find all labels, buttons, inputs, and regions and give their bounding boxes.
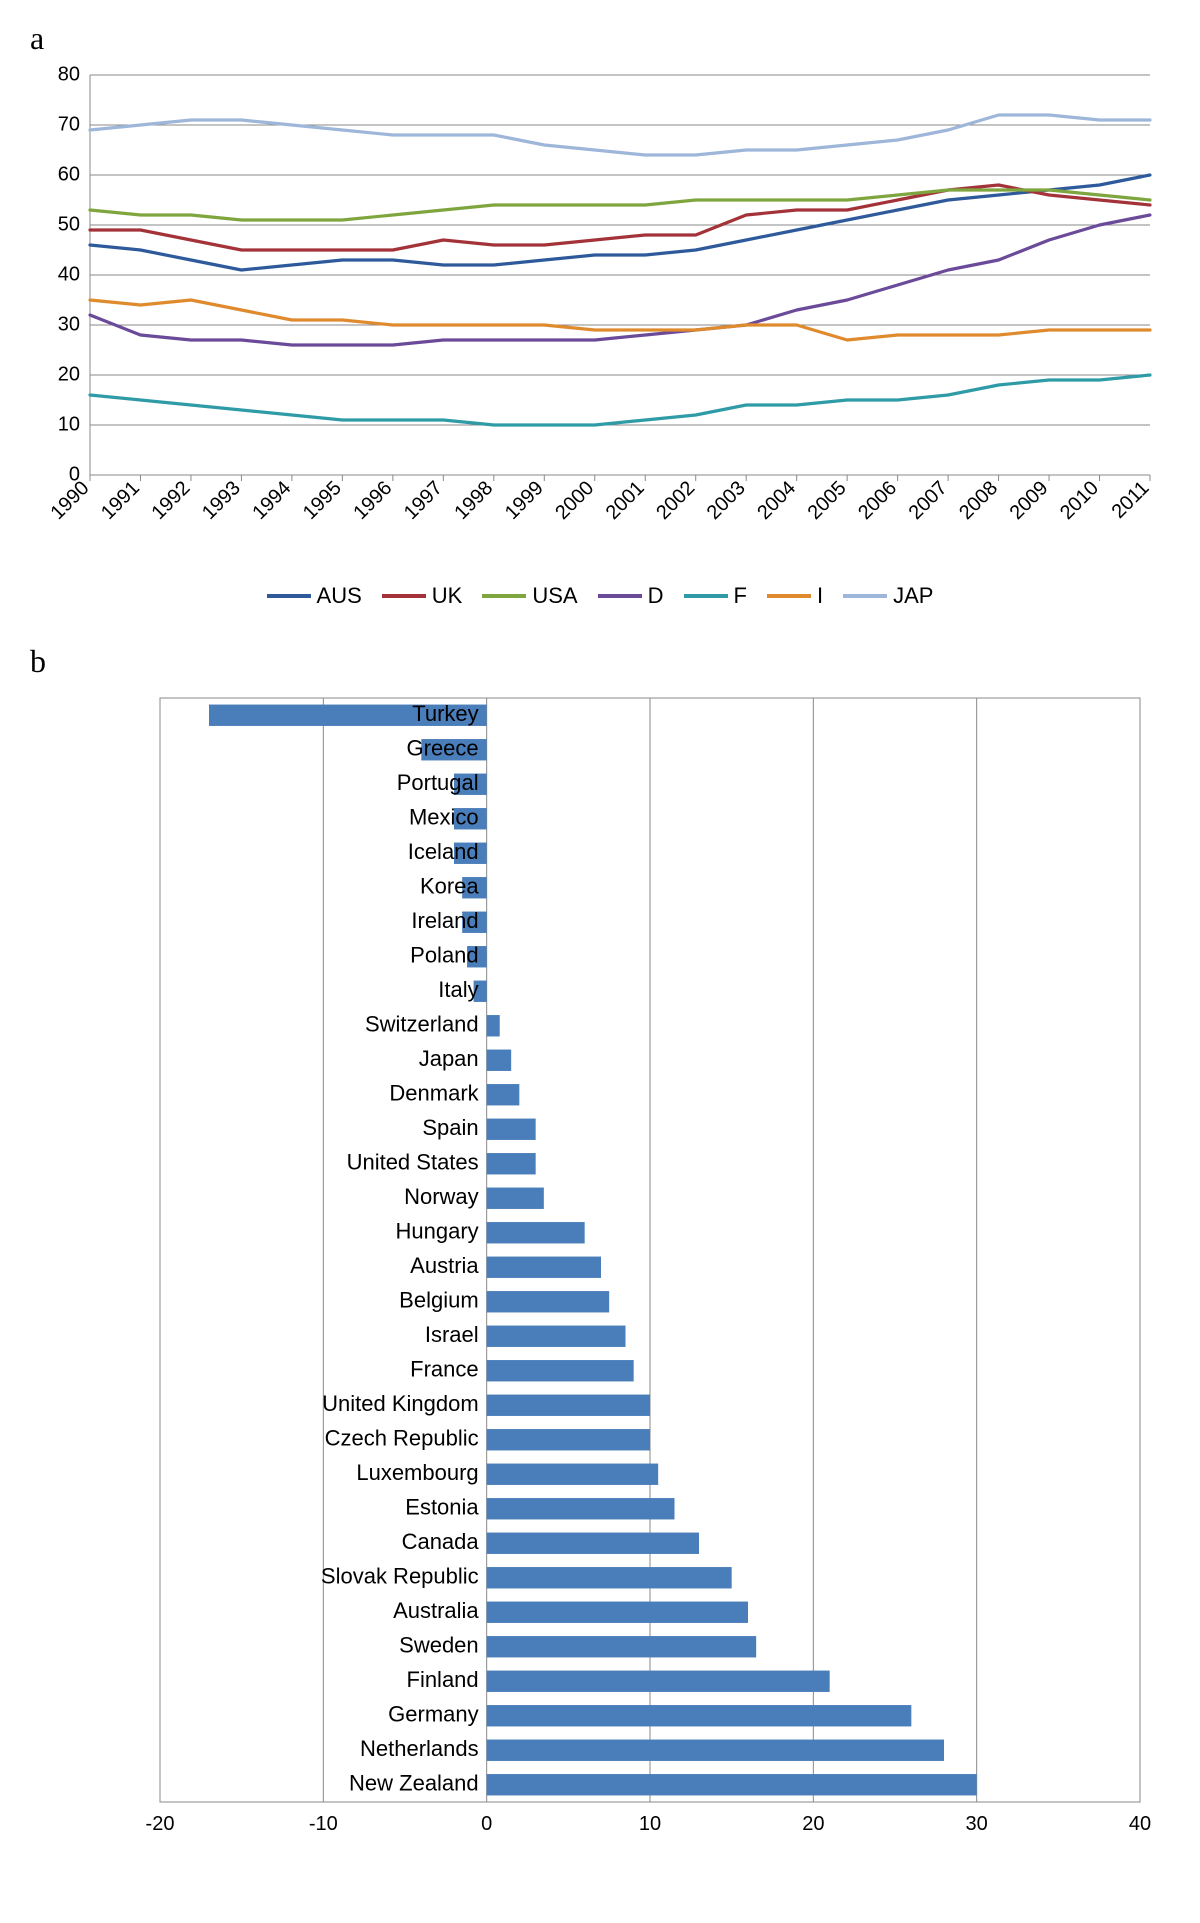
legend-label: USA [532,583,577,609]
svg-text:Israel: Israel [425,1322,479,1347]
svg-text:Belgium: Belgium [399,1288,478,1313]
svg-text:10: 10 [639,1813,661,1835]
svg-text:France: France [410,1357,478,1382]
svg-text:Luxembourg: Luxembourg [356,1460,478,1485]
legend-swatch [267,594,311,598]
svg-text:Czech Republic: Czech Republic [325,1426,479,1451]
svg-text:Poland: Poland [410,943,479,968]
line-chart-legend: AUS UK USA D F I JAP [30,583,1170,609]
legend-item: D [598,583,664,609]
svg-text:Hungary: Hungary [396,1219,479,1244]
panel-b-chart: -20 -10 0 10 20 30 40 Turkey Greece Portugal Mexic… [30,688,1170,1848]
svg-text:Iceland: Iceland [408,839,479,864]
svg-text:1991: 1991 [97,477,144,524]
svg-text:2010: 2010 [1056,477,1103,524]
svg-text:2001: 2001 [602,477,649,524]
legend-item: JAP [843,583,933,609]
svg-text:Estonia: Estonia [405,1495,479,1520]
svg-text:1998: 1998 [450,477,497,524]
svg-text:Denmark: Denmark [389,1081,479,1106]
svg-text:1999: 1999 [501,477,548,524]
svg-text:Spain: Spain [422,1115,478,1140]
svg-text:1993: 1993 [198,477,245,524]
svg-text:60: 60 [58,163,80,185]
svg-text:Turkey: Turkey [412,701,478,726]
legend-swatch [482,594,526,598]
svg-text:United States: United States [347,1150,479,1175]
svg-text:New Zealand: New Zealand [349,1771,479,1796]
svg-text:Norway: Norway [404,1184,479,1209]
svg-text:United Kingdom: United Kingdom [322,1391,479,1416]
legend-label: UK [432,583,463,609]
svg-text:40: 40 [58,263,80,285]
svg-text:40: 40 [1129,1813,1151,1835]
panel-a-chart: 0102030405060708019901991199219931994199… [30,65,1170,609]
legend-swatch [684,594,728,598]
legend-label: JAP [893,583,933,609]
svg-text:1997: 1997 [400,477,447,524]
svg-text:Switzerland: Switzerland [365,1012,479,1037]
svg-text:Canada: Canada [402,1529,480,1554]
svg-text:Ireland: Ireland [411,908,478,933]
svg-text:Italy: Italy [438,977,478,1002]
legend-label: F [734,583,747,609]
legend-swatch [382,594,426,598]
legend-label: AUS [317,583,362,609]
svg-text:-10: -10 [309,1813,338,1835]
legend-item: USA [482,583,577,609]
svg-text:Slovak Republic: Slovak Republic [321,1564,479,1589]
svg-text:Greece: Greece [407,736,479,761]
svg-text:Germany: Germany [388,1702,478,1727]
svg-text:2011: 2011 [1108,477,1154,523]
svg-text:80: 80 [58,65,80,85]
svg-text:2000: 2000 [551,477,598,524]
svg-text:1992: 1992 [147,477,194,524]
svg-text:1994: 1994 [248,477,295,524]
panel-b-label: b [30,643,1170,680]
svg-text:0: 0 [481,1813,492,1835]
svg-text:Austria: Austria [410,1253,479,1278]
legend-item: UK [382,583,463,609]
legend-label: I [817,583,823,609]
svg-text:Sweden: Sweden [399,1633,479,1658]
panel-a-label: a [30,20,1170,57]
bar-chart-svg: -20 -10 0 10 20 30 40 Turkey Greece Portugal Mexic… [30,688,1170,1848]
legend-item: AUS [267,583,362,609]
svg-text:10: 10 [58,413,80,435]
svg-text:Mexico: Mexico [409,805,479,830]
svg-text:20: 20 [58,363,80,385]
line-chart-svg: 0102030405060708019901991199219931994199… [30,65,1170,565]
legend-swatch [767,594,811,598]
svg-text:Australia: Australia [393,1598,479,1623]
svg-text:1995: 1995 [299,477,346,524]
legend-item: F [684,583,747,609]
svg-text:Portugal: Portugal [397,770,479,795]
legend-swatch [598,594,642,598]
svg-text:50: 50 [58,213,80,235]
svg-text:Finland: Finland [407,1667,479,1692]
legend-swatch [843,594,887,598]
svg-text:2007: 2007 [905,477,952,524]
svg-text:2008: 2008 [955,477,1002,524]
svg-text:Korea: Korea [420,874,479,899]
svg-text:Netherlands: Netherlands [360,1736,479,1761]
svg-text:30: 30 [58,313,80,335]
svg-text:2003: 2003 [703,477,750,524]
legend-label: D [648,583,664,609]
svg-text:2006: 2006 [854,477,901,524]
svg-text:2009: 2009 [1006,477,1053,524]
svg-text:2004: 2004 [753,477,800,524]
svg-text:1996: 1996 [349,477,396,524]
svg-text:Japan: Japan [419,1046,479,1071]
legend-item: I [767,583,823,609]
svg-text:2005: 2005 [804,477,851,524]
svg-text:1990: 1990 [47,477,94,524]
svg-text:-20: -20 [146,1813,175,1835]
svg-text:20: 20 [802,1813,824,1835]
svg-text:30: 30 [966,1813,988,1835]
svg-text:70: 70 [58,113,80,135]
svg-text:2002: 2002 [652,477,699,524]
